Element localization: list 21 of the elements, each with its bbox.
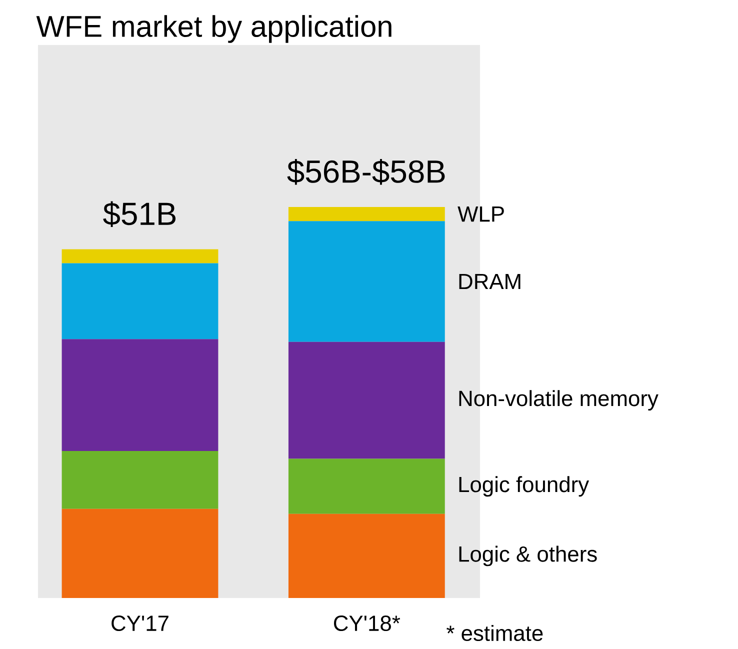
series-label: WLP — [458, 206, 504, 222]
bar — [62, 339, 218, 451]
series-label: Non-volatile memory — [459, 390, 658, 411]
text: * estimate — [446, 624, 543, 642]
chart-title: WFE market by application — [36, 15, 392, 43]
bar — [62, 450, 218, 509]
bar — [62, 508, 218, 598]
x-tick-label: CY'18* — [334, 616, 400, 632]
series-label: Logic foundry — [459, 476, 590, 497]
series-label: Logic & others — [459, 546, 597, 566]
bar — [62, 263, 218, 340]
bar — [288, 206, 445, 222]
bar — [288, 221, 445, 342]
bar — [288, 342, 445, 459]
series-label: DRAM — [459, 274, 520, 290]
annotation: $51B — [103, 201, 176, 228]
bar — [288, 458, 445, 514]
bar — [62, 249, 218, 264]
x-tick-label: CY'17 — [112, 616, 168, 632]
bar — [288, 514, 445, 598]
text: $56B-$58B — [287, 158, 445, 185]
